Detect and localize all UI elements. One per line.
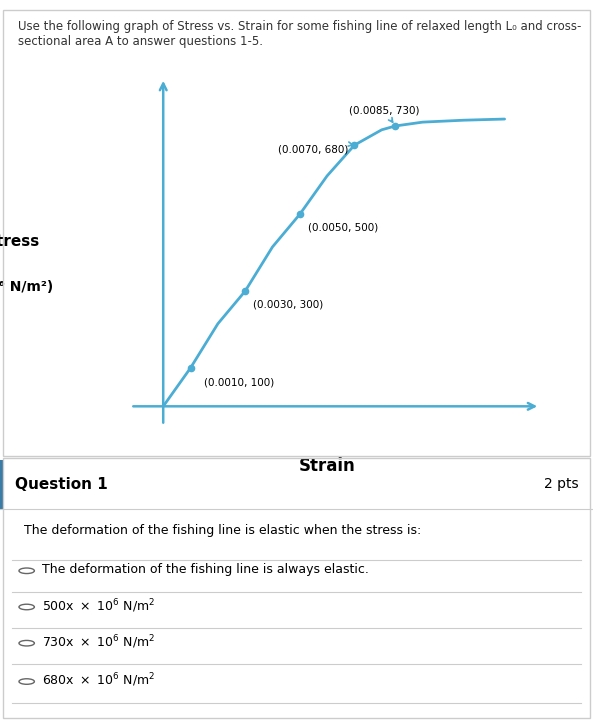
Text: $\mathregular{730 x\ \times\ 10^{6}\ N/m^{2}}$: $\mathregular{730 x\ \times\ 10^{6}\ N/m… [42, 633, 155, 651]
Text: $\mathregular{680 x\ \times\ 10^{6}\ N/m^{2}}$: $\mathregular{680 x\ \times\ 10^{6}\ N/m… [42, 671, 155, 690]
Text: (0.0085, 730): (0.0085, 730) [349, 105, 419, 122]
Text: (0.0030, 300): (0.0030, 300) [253, 300, 324, 310]
Text: (0.0070, 680): (0.0070, 680) [278, 142, 354, 155]
Text: $\mathregular{500 x\ \times\ 10^{6}\ N/m^{2}}$: $\mathregular{500 x\ \times\ 10^{6}\ N/m… [42, 597, 155, 614]
Text: Stress: Stress [0, 234, 40, 248]
Text: The deformation of the fishing line is always elastic.: The deformation of the fishing line is a… [42, 563, 368, 576]
FancyBboxPatch shape [0, 460, 3, 509]
Text: sectional area A to answer questions 1-5.: sectional area A to answer questions 1-5… [18, 35, 263, 48]
Text: (10⁶ N/m²): (10⁶ N/m²) [0, 280, 53, 295]
Text: (0.0010, 100): (0.0010, 100) [204, 378, 275, 388]
Text: Question 1: Question 1 [15, 477, 107, 492]
Text: Strain: Strain [299, 457, 355, 475]
Text: 2 pts: 2 pts [544, 477, 578, 492]
Text: (0.0050, 500): (0.0050, 500) [308, 223, 378, 232]
Text: Use the following graph of Stress vs. Strain for some fishing line of relaxed le: Use the following graph of Stress vs. St… [18, 20, 581, 33]
Text: The deformation of the fishing line is elastic when the stress is:: The deformation of the fishing line is e… [24, 524, 421, 537]
